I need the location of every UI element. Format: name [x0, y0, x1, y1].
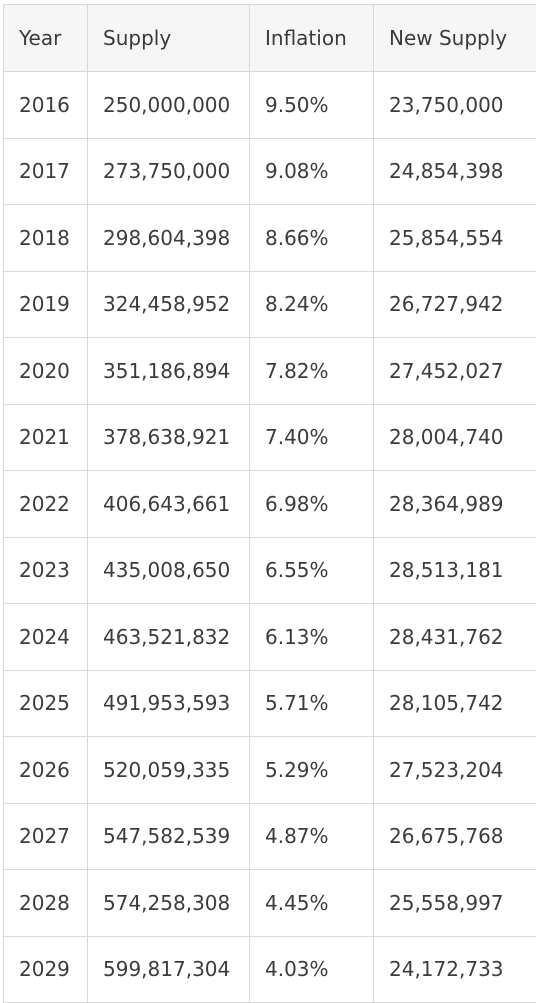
- cell-supply: 351,186,894: [88, 338, 250, 405]
- cell-new-supply: 26,727,942: [374, 271, 536, 338]
- cell-supply: 463,521,832: [88, 604, 250, 671]
- cell-inflation: 8.66%: [250, 205, 374, 272]
- cell-year: 2024: [4, 604, 88, 671]
- cell-new-supply: 28,364,989: [374, 471, 536, 538]
- header-supply: Supply: [88, 5, 250, 72]
- cell-year: 2029: [4, 936, 88, 1003]
- cell-year: 2027: [4, 803, 88, 870]
- cell-year: 2020: [4, 338, 88, 405]
- cell-year: 2022: [4, 471, 88, 538]
- cell-inflation: 8.24%: [250, 271, 374, 338]
- cell-new-supply: 25,854,554: [374, 205, 536, 272]
- cell-supply: 435,008,650: [88, 537, 250, 604]
- header-new-supply: New Supply: [374, 5, 536, 72]
- cell-inflation: 4.45%: [250, 870, 374, 937]
- cell-supply: 250,000,000: [88, 72, 250, 139]
- cell-supply: 298,604,398: [88, 205, 250, 272]
- cell-inflation: 9.50%: [250, 72, 374, 139]
- cell-inflation: 7.40%: [250, 404, 374, 471]
- header-inflation: Inflation: [250, 5, 374, 72]
- cell-new-supply: 27,452,027: [374, 338, 536, 405]
- cell-year: 2028: [4, 870, 88, 937]
- cell-new-supply: 24,854,398: [374, 138, 536, 205]
- cell-supply: 574,258,308: [88, 870, 250, 937]
- cell-supply: 491,953,593: [88, 670, 250, 737]
- cell-supply: 378,638,921: [88, 404, 250, 471]
- cell-year: 2016: [4, 72, 88, 139]
- cell-supply: 520,059,335: [88, 737, 250, 804]
- cell-year: 2019: [4, 271, 88, 338]
- cell-supply: 273,750,000: [88, 138, 250, 205]
- cell-new-supply: 25,558,997: [374, 870, 536, 937]
- cell-new-supply: 28,513,181: [374, 537, 536, 604]
- cell-inflation: 9.08%: [250, 138, 374, 205]
- cell-year: 2017: [4, 138, 88, 205]
- cell-new-supply: 23,750,000: [374, 72, 536, 139]
- cell-supply: 324,458,952: [88, 271, 250, 338]
- cell-supply: 599,817,304: [88, 936, 250, 1003]
- cell-inflation: 6.13%: [250, 604, 374, 671]
- cell-supply: 406,643,661: [88, 471, 250, 538]
- cell-year: 2026: [4, 737, 88, 804]
- cell-inflation: 6.55%: [250, 537, 374, 604]
- cell-year: 2021: [4, 404, 88, 471]
- cell-new-supply: 28,105,742: [374, 670, 536, 737]
- cell-year: 2025: [4, 670, 88, 737]
- table-header-row: Year Supply Inflation New Supply: [4, 5, 536, 72]
- cell-new-supply: 27,523,204: [374, 737, 536, 804]
- cell-inflation: 5.29%: [250, 737, 374, 804]
- cell-inflation: 4.03%: [250, 936, 374, 1003]
- cell-new-supply: 28,004,740: [374, 404, 536, 471]
- cell-supply: 547,582,539: [88, 803, 250, 870]
- cell-new-supply: 28,431,762: [374, 604, 536, 671]
- cell-inflation: 7.82%: [250, 338, 374, 405]
- cell-new-supply: 24,172,733: [374, 936, 536, 1003]
- cell-year: 2023: [4, 537, 88, 604]
- cell-year: 2018: [4, 205, 88, 272]
- cell-new-supply: 26,675,768: [374, 803, 536, 870]
- cell-inflation: 4.87%: [250, 803, 374, 870]
- header-year: Year: [4, 5, 88, 72]
- cell-inflation: 5.71%: [250, 670, 374, 737]
- cell-inflation: 6.98%: [250, 471, 374, 538]
